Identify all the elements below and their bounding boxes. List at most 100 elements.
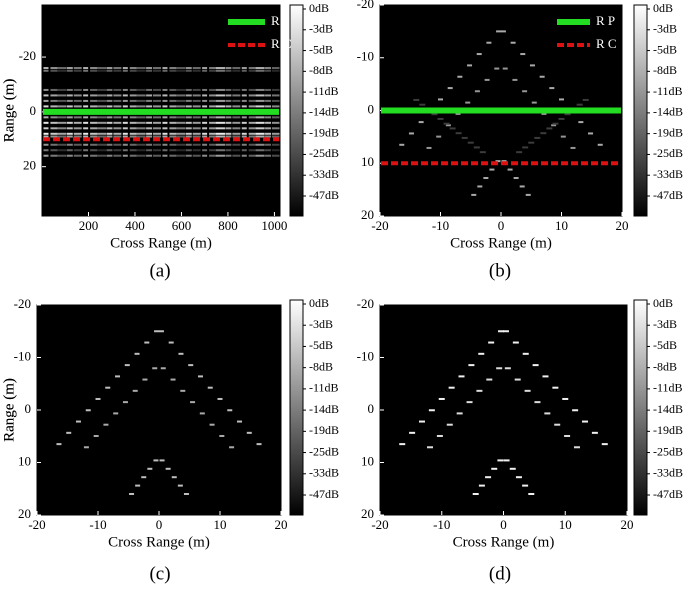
scatter-texture xyxy=(50,149,58,152)
scatter-texture xyxy=(255,105,265,108)
scatter-texture xyxy=(75,420,81,423)
y-tick-label: 20 xyxy=(361,506,374,521)
scatter-texture xyxy=(436,434,443,437)
scatter-texture xyxy=(552,122,559,125)
scatter-texture xyxy=(232,121,241,124)
x-tick-label: -10 xyxy=(432,218,449,233)
scatter-texture xyxy=(43,127,49,130)
scatter-texture xyxy=(185,135,192,138)
scatter-texture xyxy=(153,99,162,102)
scatter-texture xyxy=(66,132,73,135)
colorbar-label: -8dB xyxy=(309,359,333,373)
scatter-texture xyxy=(582,98,589,101)
scatter-texture xyxy=(122,88,128,91)
scatter-texture xyxy=(50,99,58,102)
scatter-texture xyxy=(455,132,462,135)
x-tick-label: 800 xyxy=(218,218,238,233)
scatter-texture xyxy=(106,67,113,70)
scatter-texture xyxy=(512,78,518,81)
scatter-texture xyxy=(162,132,168,135)
scatter-texture xyxy=(83,116,89,119)
scatter-texture xyxy=(169,105,177,108)
scatter-texture xyxy=(534,401,541,404)
scatter-texture xyxy=(122,99,128,102)
scatter-texture xyxy=(209,143,217,146)
scatter-texture xyxy=(50,105,58,108)
scatter-texture xyxy=(146,143,153,146)
scatter-texture xyxy=(153,67,162,70)
scatter-texture xyxy=(552,386,559,389)
scatter-texture xyxy=(248,116,256,119)
scatter-texture xyxy=(232,69,241,72)
scatter-texture xyxy=(520,53,526,56)
scatter-texture xyxy=(549,87,555,90)
scatter-texture xyxy=(50,143,58,146)
scatter-texture xyxy=(427,446,434,449)
scatter-texture xyxy=(458,375,465,378)
scatter-texture xyxy=(162,135,168,138)
scatter-texture xyxy=(50,132,58,135)
scatter-texture xyxy=(43,121,49,124)
scatter-texture xyxy=(162,69,168,72)
scatter-texture xyxy=(50,116,58,119)
scatter-texture xyxy=(265,116,272,119)
scatter-texture xyxy=(436,135,442,138)
scatter-texture xyxy=(192,154,201,157)
caption: (d) xyxy=(489,563,511,584)
scatter-texture xyxy=(192,149,201,152)
scatter-texture xyxy=(408,132,414,135)
colorbar-label: -5dB xyxy=(653,338,677,352)
scatter-texture xyxy=(449,127,456,130)
scatter-texture xyxy=(83,143,89,146)
y-tick-label: 10 xyxy=(361,453,374,468)
scatter-texture xyxy=(215,105,225,108)
scatter-texture xyxy=(496,367,503,370)
scatter-texture xyxy=(56,443,62,446)
scatter-texture xyxy=(169,88,177,91)
scatter-texture xyxy=(215,67,225,70)
scatter-texture xyxy=(256,443,262,446)
scatter-texture xyxy=(57,154,67,157)
scatter-texture xyxy=(162,67,168,70)
scatter-texture xyxy=(146,116,153,119)
scatter-texture xyxy=(146,69,153,72)
scatter-texture xyxy=(272,67,280,70)
scatter-texture xyxy=(456,412,463,415)
scatter-texture xyxy=(73,105,82,108)
colorbar-label: -33dB xyxy=(309,466,339,480)
scatter-texture xyxy=(129,67,137,70)
scatter-texture xyxy=(265,121,272,124)
scatter-texture xyxy=(154,330,160,333)
colorbar-label: -11dB xyxy=(309,84,339,98)
scatter-texture xyxy=(73,99,82,102)
scatter-texture xyxy=(248,67,256,70)
scatter-texture xyxy=(255,127,265,130)
colorbar xyxy=(633,4,648,217)
scatter-texture xyxy=(484,78,490,81)
scatter-texture xyxy=(90,154,98,157)
scatter-texture xyxy=(113,116,122,119)
scatter-texture xyxy=(248,99,256,102)
scatter-texture xyxy=(185,116,192,119)
scatter-texture xyxy=(158,330,164,333)
scatter-texture xyxy=(50,154,58,157)
scatter-texture xyxy=(241,99,247,102)
scatter-texture xyxy=(241,121,247,124)
scatter-texture xyxy=(176,94,186,97)
scatter-texture xyxy=(83,446,89,449)
scatter-texture xyxy=(97,69,107,72)
scatter-texture xyxy=(265,88,272,91)
scatter-texture xyxy=(113,412,119,415)
y-tick-label: 20 xyxy=(23,158,36,173)
scatter-texture xyxy=(146,105,153,108)
scatter-texture xyxy=(97,94,107,97)
scatter-texture xyxy=(471,193,477,196)
scatter-texture xyxy=(255,116,265,119)
scatter-texture xyxy=(494,67,500,70)
scatter-texture xyxy=(486,41,492,44)
scatter-texture xyxy=(232,135,241,138)
scatter-texture xyxy=(215,121,225,124)
scatter-texture xyxy=(73,132,82,135)
scatter-texture xyxy=(178,352,184,355)
